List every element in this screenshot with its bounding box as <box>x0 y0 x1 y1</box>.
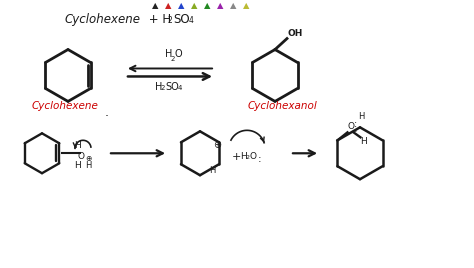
Text: H: H <box>240 152 247 161</box>
Text: 2: 2 <box>171 55 175 61</box>
Text: 2: 2 <box>168 16 173 25</box>
Text: ▲: ▲ <box>165 1 171 10</box>
Text: :: : <box>258 154 262 164</box>
Text: Cyclohexene: Cyclohexene <box>65 13 141 26</box>
Text: ▲: ▲ <box>178 1 184 10</box>
Text: ▲: ▲ <box>204 1 210 10</box>
Text: O: O <box>250 152 257 161</box>
Text: Cyclohexene: Cyclohexene <box>32 101 99 111</box>
Text: H: H <box>209 166 215 175</box>
Text: H: H <box>74 141 81 150</box>
Text: OH: OH <box>288 29 303 38</box>
Text: ▲: ▲ <box>152 1 158 10</box>
Text: 2: 2 <box>246 155 250 160</box>
Text: + H: + H <box>145 13 171 26</box>
Text: ▲: ▲ <box>217 1 223 10</box>
Text: ▲: ▲ <box>191 1 197 10</box>
Text: H: H <box>74 161 81 170</box>
Text: H: H <box>155 83 163 92</box>
Text: ▲: ▲ <box>230 1 236 10</box>
Text: ⊕: ⊕ <box>213 140 221 150</box>
Text: O: O <box>78 152 85 161</box>
Text: +: + <box>232 152 241 162</box>
Text: O: O <box>347 122 355 131</box>
Text: O: O <box>175 49 182 58</box>
Text: 4: 4 <box>189 16 194 25</box>
Text: ▲: ▲ <box>243 1 249 10</box>
Text: ⊕: ⊕ <box>85 154 91 163</box>
Text: .: . <box>105 106 109 119</box>
Text: :: : <box>354 119 357 129</box>
Text: SO: SO <box>173 13 190 26</box>
Text: 2: 2 <box>161 85 165 91</box>
Text: .: . <box>354 124 357 134</box>
Text: SO: SO <box>165 83 179 92</box>
Text: H: H <box>358 112 365 121</box>
Text: H: H <box>165 49 173 58</box>
Text: H: H <box>85 161 91 170</box>
Text: H: H <box>361 137 367 146</box>
Text: Cyclohexanol: Cyclohexanol <box>248 101 318 111</box>
Text: 4: 4 <box>178 85 182 91</box>
